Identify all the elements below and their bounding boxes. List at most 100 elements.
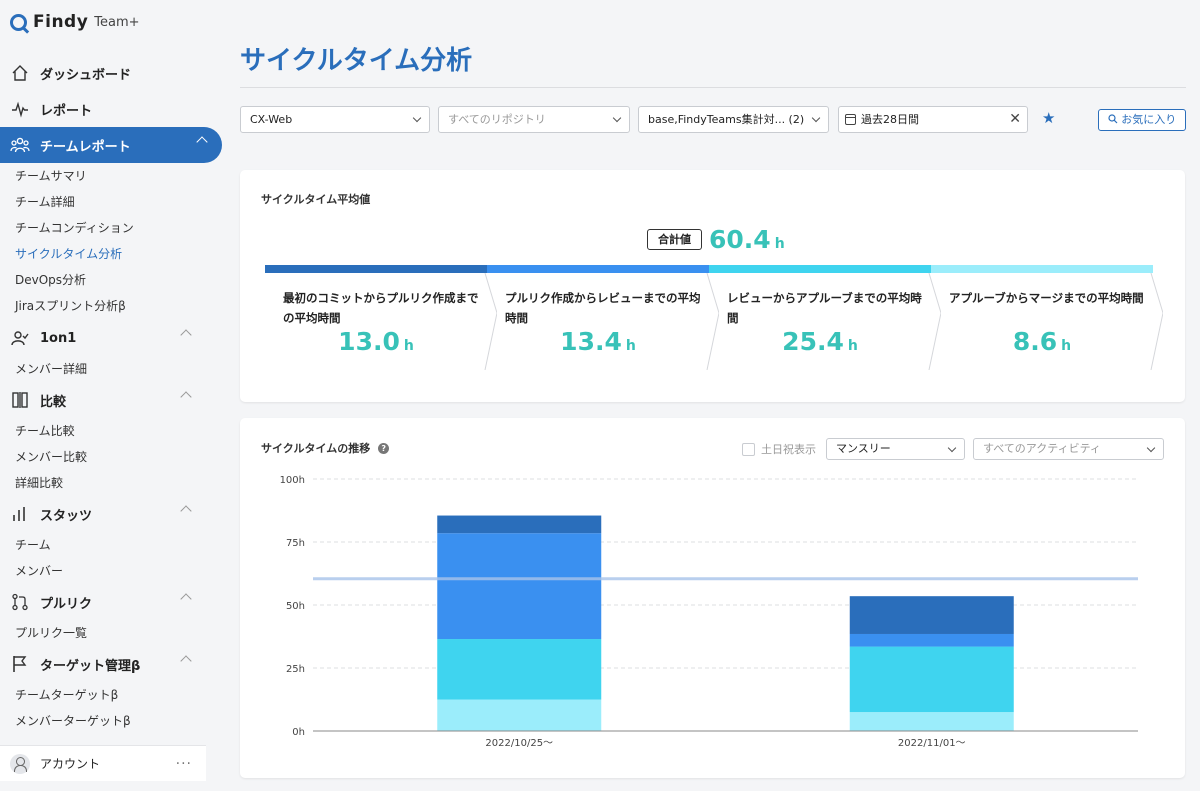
- sidebar-item-pullreq[interactable]: プルリク: [0, 584, 206, 620]
- sidebar-item-label: スタッツ: [40, 508, 93, 524]
- brand-logo[interactable]: Findy Team+: [10, 12, 140, 32]
- chevron-up-icon[interactable]: [180, 593, 192, 605]
- sidebar-item-label: ターゲット管理β: [40, 658, 141, 674]
- unit-label: h: [1061, 338, 1072, 354]
- step-chevron-divider: [706, 273, 719, 370]
- sidebar-item-detail-compare[interactable]: 詳細比較: [15, 476, 64, 490]
- account-menu[interactable]: アカウント ···: [0, 745, 206, 781]
- step-chevron-divider: [928, 273, 941, 370]
- bar-segment: [437, 515, 602, 534]
- y-tick-label: 25h: [286, 664, 305, 675]
- account-label: アカウント: [40, 757, 101, 771]
- total-value: 60.4 h: [709, 225, 785, 254]
- card-title: サイクルタイム平均値: [261, 193, 371, 206]
- sidebar-item-team-detail[interactable]: チーム詳細: [15, 195, 75, 209]
- bar-segment: [849, 646, 1014, 713]
- chevron-up-icon[interactable]: [180, 505, 192, 517]
- step-value: 13.4 h: [487, 327, 709, 356]
- sidebar-item-team-target[interactable]: チームターゲットβ: [15, 688, 119, 702]
- team-select[interactable]: CX-Web: [240, 106, 430, 133]
- brand-name: Findy: [33, 12, 89, 32]
- step-value: 8.6 h: [931, 327, 1153, 356]
- chevron-down-icon: [412, 113, 422, 123]
- team-icon: [10, 135, 30, 155]
- team-select-value: CX-Web: [250, 113, 293, 126]
- chevron-down-icon: [1146, 443, 1156, 453]
- sidebar-item-label: レポート: [40, 103, 93, 119]
- sidebar-item-cycle-time[interactable]: サイクルタイム分析: [15, 247, 123, 261]
- holiday-label: 土日祝表示: [761, 443, 816, 456]
- chevron-up-icon[interactable]: [196, 136, 208, 148]
- unit-label: h: [774, 236, 785, 252]
- sidebar-item-label: 比較: [40, 394, 67, 410]
- sidebar-item-stats-member[interactable]: メンバー: [15, 564, 64, 578]
- trend-title: サイクルタイムの推移: [261, 442, 371, 455]
- step-bar: [487, 265, 709, 273]
- favorite-button-label: お気に入り: [1121, 113, 1177, 126]
- bar-segment: [437, 533, 602, 640]
- repository-select[interactable]: すべてのリポジトリ: [438, 106, 630, 133]
- step-value: 13.0 h: [265, 327, 487, 356]
- cycle-time-trend-card: サイクルタイムの推移? 土日祝表示 マンスリー すべてのアクティビティ 0h 25…: [240, 418, 1185, 778]
- flag-icon: [10, 654, 30, 674]
- sidebar-item-team-report[interactable]: チームレポート: [0, 127, 222, 163]
- step-number: 13.0: [338, 327, 400, 356]
- step-bar: [265, 265, 487, 273]
- help-icon[interactable]: ?: [378, 443, 390, 454]
- more-icon[interactable]: ···: [175, 755, 192, 772]
- chevron-up-icon[interactable]: [180, 329, 192, 341]
- activity-select[interactable]: すべてのアクティビティ: [973, 438, 1164, 460]
- sidebar-item-label: ダッシュボード: [40, 67, 132, 83]
- sidebar-item-label: 1on1: [40, 330, 77, 346]
- card-title: サイクルタイムの推移?: [261, 440, 390, 456]
- chevron-up-icon[interactable]: [180, 655, 192, 667]
- sidebar-item-report[interactable]: レポート: [0, 91, 206, 127]
- unit-label: h: [403, 338, 414, 354]
- branch-select[interactable]: base,FindyTeams集計対... (2): [638, 106, 829, 133]
- step-value: 25.4 h: [709, 327, 931, 356]
- pulse-icon: [10, 99, 30, 119]
- close-icon[interactable]: ✕: [1009, 111, 1021, 127]
- bar-segment: [437, 699, 602, 731]
- checkbox-box[interactable]: [742, 442, 755, 456]
- sidebar-item-stats-team[interactable]: チーム: [15, 538, 51, 552]
- sidebar-item-stats[interactable]: スタッツ: [0, 496, 206, 532]
- sidebar-item-label: チームレポート: [40, 139, 131, 155]
- holiday-checkbox[interactable]: 土日祝表示: [742, 441, 816, 457]
- chevron-down-icon: [612, 113, 622, 123]
- step-number: 25.4: [782, 327, 844, 356]
- sidebar-item-jira-sprint[interactable]: Jiraスプリント分析β: [15, 299, 126, 313]
- brand-product: Team+: [94, 14, 140, 30]
- step-bar: [931, 265, 1153, 273]
- findy-logo-icon: [10, 13, 27, 31]
- sidebar-item-team-condition[interactable]: チームコンディション: [15, 221, 134, 235]
- period-value: 過去28日間: [861, 113, 919, 126]
- chevron-down-icon: [811, 113, 821, 123]
- y-tick-label: 50h: [286, 601, 305, 612]
- step-label: プルリク作成からレビューまでの平均時間: [505, 291, 701, 325]
- star-icon[interactable]: ★: [1042, 109, 1056, 127]
- step-label: アプルーブからマージまでの平均時間: [949, 291, 1144, 305]
- sidebar-item-pullreq-list[interactable]: プルリク一覧: [15, 626, 88, 640]
- chevron-up-icon[interactable]: [180, 391, 192, 403]
- y-tick-label: 75h: [286, 538, 305, 549]
- chevron-down-icon: [947, 443, 957, 453]
- step-bar: [709, 265, 931, 273]
- period-input[interactable]: 過去28日間 ✕: [838, 106, 1028, 133]
- sidebar-item-dashboard[interactable]: ダッシュボード: [0, 55, 206, 91]
- sidebar-item-member-target[interactable]: メンバーターゲットβ: [15, 714, 131, 728]
- sidebar-item-team-summary[interactable]: チームサマリ: [15, 169, 87, 183]
- unit-label: h: [847, 338, 858, 354]
- sidebar-item-team-compare[interactable]: チーム比較: [15, 424, 75, 438]
- branch-select-value: base,FindyTeams集計対... (2): [648, 113, 805, 126]
- sidebar-item-compare[interactable]: 比較: [0, 382, 206, 418]
- step-review-to-approve: レビューからアプルーブまでの平均時間 25.4 h: [709, 265, 941, 370]
- favorite-button[interactable]: お気に入り: [1098, 109, 1186, 131]
- sidebar-item-devops[interactable]: DevOps分析: [15, 273, 87, 287]
- sidebar-item-member-detail[interactable]: メンバー詳細: [15, 362, 88, 376]
- search-icon: [1108, 114, 1118, 124]
- sidebar-item-1on1[interactable]: 1on1: [0, 320, 206, 356]
- interval-select[interactable]: マンスリー: [826, 438, 965, 460]
- sidebar-item-member-compare[interactable]: メンバー比較: [15, 450, 88, 464]
- sidebar-item-target[interactable]: ターゲット管理β: [0, 646, 206, 682]
